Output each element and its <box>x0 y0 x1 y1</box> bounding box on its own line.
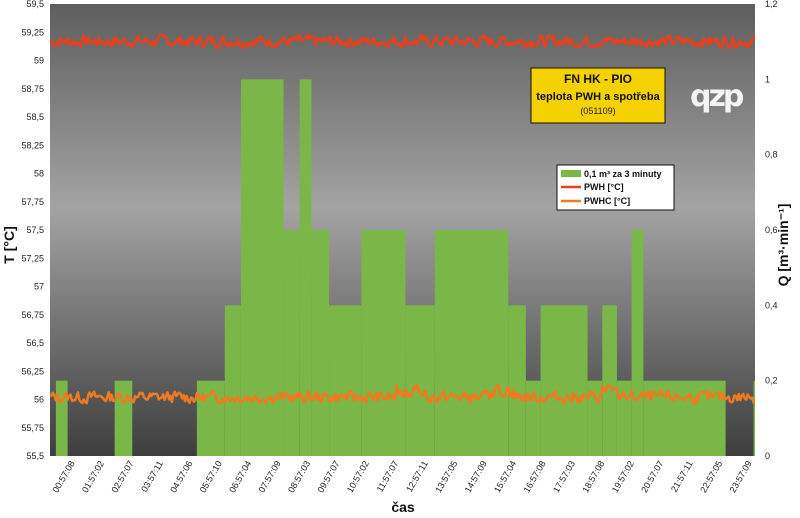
right-tick-label: 0 <box>765 451 770 461</box>
flow-bar-21 <box>753 380 755 456</box>
legend-label-bars: 0,1 m³ za 3 minuty <box>584 169 662 179</box>
x-tick-label: 12:57:11 <box>404 459 430 494</box>
title-box: FN HK - PIO teplota PWH a spotřeba (0511… <box>530 67 666 124</box>
x-tick-label: 19:57:02 <box>610 459 636 494</box>
x-tick-label: 20:57:07 <box>639 459 665 494</box>
flow-bar-18 <box>631 230 644 456</box>
x-tick-label: 08:57:03 <box>286 459 312 494</box>
x-axis-title: čas <box>391 499 415 515</box>
flow-bar-8 <box>329 305 362 456</box>
left-tick-label: 58 <box>34 169 44 179</box>
flow-bar-7 <box>311 230 330 456</box>
left-tick-label: 59,25 <box>21 27 44 37</box>
flow-bar-10 <box>405 305 435 456</box>
left-tick-label: 59 <box>34 56 44 66</box>
right-tick-label: 0,6 <box>765 225 778 235</box>
flow-bar-12 <box>508 305 526 456</box>
x-tick-label: 17:57:03 <box>551 459 577 494</box>
temperature-lines <box>50 33 755 406</box>
flow-bar-14 <box>540 305 588 456</box>
x-tick-label: 10:57:02 <box>345 459 371 494</box>
x-tick-label: 07:57:09 <box>257 459 283 494</box>
line-series-1 <box>50 383 755 406</box>
x-tick-label: 06:57:04 <box>227 459 253 494</box>
chart-code: (051109) <box>580 106 615 116</box>
left-tick-label: 57,75 <box>21 197 44 207</box>
left-tick-label: 59,5 <box>26 0 44 9</box>
x-tick-label: 15:57:04 <box>492 459 518 494</box>
y-axis-title-right: Q [m³·min⁻¹] <box>775 204 791 287</box>
flow-bar-6 <box>299 79 312 456</box>
x-tick-label: 05:57:10 <box>198 459 224 494</box>
left-tick-label: 56,5 <box>26 338 44 348</box>
x-tick-label: 18:57:08 <box>580 459 606 494</box>
left-tick-label: 57,5 <box>26 225 44 235</box>
x-tick-label: 09:57:07 <box>315 459 341 494</box>
legend: 0,1 m³ za 3 minuty PWH [°C] PWHC [°C] <box>556 164 675 211</box>
x-tick-label: 21:57:11 <box>669 459 695 494</box>
flow-bar-0 <box>55 380 68 456</box>
x-tick-label: 14:57:09 <box>463 459 489 494</box>
flow-bar-4 <box>240 79 284 456</box>
flow-bar-1 <box>114 380 133 456</box>
flow-bar-9 <box>361 230 406 456</box>
left-axis-ticks: 59,5 59,25 59 58,75 58,5 58,25 58 57,75 57,5 57,2… <box>21 0 44 461</box>
left-tick-label: 57,25 <box>21 253 44 263</box>
x-tick-label: 02:57:07 <box>109 459 135 494</box>
left-tick-label: 55,5 <box>26 451 44 461</box>
left-tick-label: 58,25 <box>21 140 44 150</box>
right-tick-label: 0,2 <box>765 376 778 386</box>
flow-bar-16 <box>602 305 617 456</box>
legend-label-pwh: PWH [°C] <box>584 182 624 192</box>
x-tick-label: 23:57:09 <box>728 459 754 494</box>
legend-label-pwhc: PWHC [°C] <box>584 196 630 206</box>
x-axis-ticks: 00:57:08 01:57:02 02:57:07 03:57:11 04:57:06… <box>51 459 754 494</box>
x-tick-label: 22:57:05 <box>698 459 724 494</box>
flow-bar-3 <box>224 305 241 456</box>
left-tick-label: 57 <box>34 282 44 292</box>
right-tick-label: 0,4 <box>765 300 778 310</box>
x-tick-label: 13:57:05 <box>433 459 459 494</box>
legend-swatch-bars <box>561 170 581 177</box>
x-tick-label: 00:57:08 <box>51 459 77 494</box>
x-tick-label: 16:57:08 <box>522 459 548 494</box>
logo: qzp <box>690 79 744 114</box>
flow-bar-19 <box>643 380 726 456</box>
x-tick-label: 04:57:06 <box>168 459 194 494</box>
flow-bar-5 <box>283 230 300 456</box>
left-tick-label: 56,25 <box>21 366 44 376</box>
flow-bar-11 <box>434 230 509 456</box>
left-tick-label: 55,75 <box>21 423 44 433</box>
left-tick-label: 58,5 <box>26 112 44 122</box>
chart-title: FN HK - PIO <box>564 72 632 86</box>
left-tick-label: 56 <box>34 395 44 405</box>
right-axis-ticks: 1,2 1 0,8 0,6 0,4 0,2 0 <box>765 0 778 461</box>
x-tick-label: 11:57:07 <box>375 459 401 494</box>
x-tick-label: 03:57:11 <box>139 459 165 494</box>
right-tick-label: 0,8 <box>765 150 778 160</box>
x-tick-label: 01:57:02 <box>80 459 106 494</box>
flow-bar-17 <box>616 380 632 456</box>
left-tick-label: 58,75 <box>21 84 44 94</box>
line-series-0 <box>50 33 755 50</box>
right-tick-label: 1,2 <box>765 0 778 9</box>
right-tick-label: 1 <box>765 74 770 84</box>
y-axis-title-left: T [°C] <box>1 226 17 263</box>
left-tick-label: 56,75 <box>21 310 44 320</box>
chart-subtitle: teplota PWH a spotřeba <box>536 91 660 103</box>
